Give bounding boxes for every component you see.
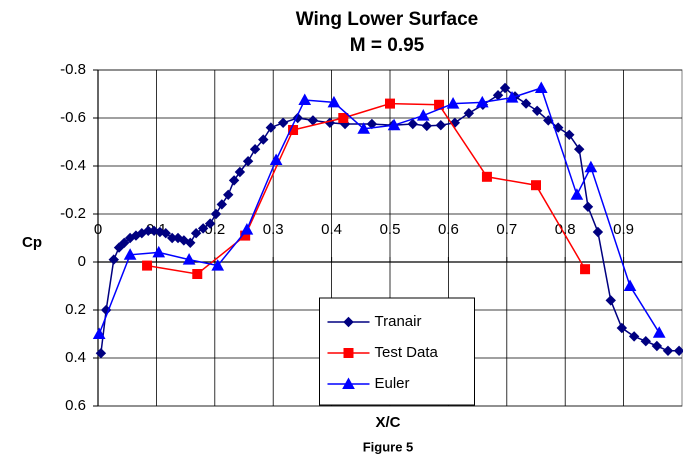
marker — [662, 345, 674, 357]
marker — [673, 345, 683, 357]
marker — [142, 260, 153, 271]
marker — [574, 143, 585, 155]
marker — [298, 93, 312, 105]
marker — [552, 122, 564, 133]
marker — [113, 242, 125, 253]
marker — [258, 134, 269, 145]
y-tick-label: 0.2 — [65, 301, 86, 318]
marker — [210, 208, 222, 220]
marker — [592, 226, 604, 238]
marker — [605, 295, 616, 306]
caption: Figure 5 — [363, 439, 414, 454]
x-tick-label: 0.3 — [263, 221, 284, 238]
marker — [338, 113, 349, 123]
marker — [92, 327, 106, 339]
marker — [385, 98, 395, 109]
marker — [505, 91, 519, 103]
marker — [123, 248, 137, 260]
marker — [327, 95, 341, 108]
marker — [520, 98, 532, 109]
marker — [421, 120, 432, 132]
marker — [211, 259, 225, 271]
marker — [277, 117, 289, 129]
marker — [481, 171, 492, 182]
series-line — [146, 102, 586, 275]
marker — [475, 95, 489, 108]
marker — [628, 331, 640, 342]
marker — [192, 269, 203, 279]
marker — [416, 109, 430, 121]
marker — [265, 122, 277, 133]
marker — [108, 254, 119, 265]
y-tick-label: -0.6 — [60, 109, 86, 126]
marker — [216, 199, 228, 210]
marker — [463, 107, 475, 119]
marker — [228, 175, 240, 186]
marker — [182, 253, 196, 265]
marker — [531, 180, 541, 191]
marker — [534, 81, 548, 93]
legend: Tranair Test Data Euler — [319, 297, 475, 406]
marker — [564, 129, 575, 141]
y-tick-label: -0.2 — [60, 205, 86, 222]
marker — [580, 264, 591, 275]
marker — [119, 237, 130, 249]
marker — [160, 227, 171, 239]
marker — [651, 340, 663, 352]
y-tick-label: -0.8 — [60, 61, 86, 78]
marker — [584, 160, 598, 173]
marker — [234, 166, 246, 178]
marker — [616, 322, 628, 334]
legend-label: Test Data — [375, 344, 439, 361]
marker — [223, 189, 234, 201]
marker — [343, 316, 354, 328]
marker — [499, 82, 511, 94]
legend-label: Tranair — [375, 313, 422, 330]
marker — [95, 347, 107, 359]
marker — [185, 237, 196, 249]
marker — [342, 377, 355, 389]
marker — [343, 348, 354, 358]
marker — [446, 97, 460, 109]
series-line — [98, 87, 660, 335]
marker — [269, 153, 283, 165]
y-axis-label: Cp — [22, 234, 42, 251]
x-tick-label: 0.9 — [613, 221, 634, 238]
marker — [242, 155, 254, 167]
y-tick-label: 0.6 — [65, 397, 86, 414]
marker — [435, 119, 447, 131]
marker — [204, 218, 216, 229]
marker — [652, 326, 666, 338]
marker — [387, 118, 401, 131]
marker — [249, 143, 261, 155]
marker — [570, 188, 584, 200]
marker — [582, 201, 594, 213]
chart-subtitle: M = 0.95 — [350, 35, 425, 56]
marker — [357, 122, 371, 134]
x-tick-label: 0.7 — [496, 221, 517, 238]
marker — [407, 118, 418, 130]
x-tick-label: 0.5 — [380, 221, 401, 238]
x-tick-label: 0.6 — [438, 221, 459, 238]
marker — [152, 245, 166, 258]
x-tick-label: 0.4 — [321, 221, 342, 238]
legend-label: Euler — [375, 375, 410, 392]
marker — [190, 227, 202, 239]
marker — [240, 223, 254, 235]
marker — [623, 279, 637, 291]
y-tick-label: 0.4 — [65, 349, 86, 366]
marker — [640, 335, 651, 347]
marker — [197, 223, 209, 234]
marker — [531, 105, 543, 117]
x-axis-label: X/C — [375, 414, 400, 431]
chart-title: Wing Lower Surface — [296, 9, 478, 30]
y-tick-label: 0 — [78, 253, 86, 270]
y-tick-label: -0.4 — [60, 157, 86, 174]
